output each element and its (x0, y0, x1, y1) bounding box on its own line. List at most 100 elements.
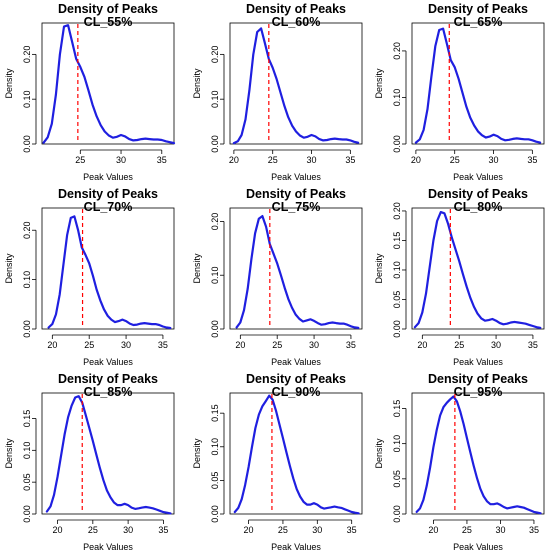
density-curve (42, 24, 176, 145)
panel-subtitle: CL_80% (454, 200, 503, 214)
x-tick-label: 20 (411, 155, 421, 165)
x-tick-label: 30 (121, 340, 131, 350)
x-tick-label: 20 (53, 525, 63, 535)
x-tick-label: 30 (489, 155, 499, 165)
y-tick-label: 0.00 (392, 320, 402, 338)
x-tick-label: 20 (229, 155, 239, 165)
y-axis-label: Density (374, 438, 384, 469)
x-tick-label: 35 (346, 340, 356, 350)
panel-subtitle: CL_65% (454, 15, 503, 29)
x-axis-label: Peak Values (453, 357, 503, 367)
panel-subtitle: CL_60% (272, 15, 321, 29)
plot-frame (41, 22, 175, 145)
y-tick-label: 0.10 (22, 271, 32, 289)
x-tick-label: 20 (428, 525, 438, 535)
y-tick-label: 0.00 (22, 135, 32, 153)
y-tick-label: 0.20 (22, 46, 32, 64)
density-curve (413, 211, 542, 329)
y-tick-label: 0.10 (210, 266, 220, 284)
x-axis-label: Peak Values (83, 542, 133, 552)
y-tick-label: 0.15 (392, 400, 402, 418)
x-tick-label: 25 (75, 155, 85, 165)
x-tick-label: 25 (272, 340, 282, 350)
density-curve (232, 27, 360, 145)
y-tick-label: 0.20 (210, 46, 220, 64)
y-tick-label: 0.00 (210, 320, 220, 338)
y-axis-label: Density (374, 68, 384, 99)
x-tick-label: 25 (88, 525, 98, 535)
y-tick-label: 0.15 (210, 404, 220, 422)
plot-frame (229, 392, 363, 515)
panel-subtitle: CL_70% (84, 200, 133, 214)
y-tick-label: 0.00 (392, 135, 402, 153)
x-tick-label: 20 (417, 340, 427, 350)
y-axis-label: Density (4, 68, 14, 99)
x-tick-label: 35 (345, 155, 355, 165)
y-tick-label: 0.10 (22, 442, 32, 460)
x-tick-label: 25 (278, 525, 288, 535)
y-tick-label: 0.15 (22, 410, 32, 428)
x-tick-label: 35 (347, 525, 357, 535)
y-axis-label: Density (4, 253, 14, 284)
x-tick-label: 25 (462, 525, 472, 535)
y-tick-label: 0.10 (210, 90, 220, 108)
y-axis-label: Density (4, 438, 14, 469)
panel-subtitle: CL_75% (272, 200, 321, 214)
plot-frame (41, 207, 175, 330)
panel-title: Density of Peaks (428, 2, 528, 16)
y-tick-label: 0.10 (210, 438, 220, 456)
density-curve (414, 27, 542, 144)
x-tick-label: 20 (244, 525, 254, 535)
panel-subtitle: CL_95% (454, 385, 503, 399)
x-tick-label: 20 (235, 340, 245, 350)
density-curve (45, 395, 172, 515)
x-tick-label: 25 (84, 340, 94, 350)
y-tick-label: 0.20 (210, 213, 220, 231)
x-tick-label: 35 (158, 525, 168, 535)
y-tick-label: 0.05 (210, 472, 220, 490)
y-tick-label: 0.10 (392, 261, 402, 279)
plot-frame (229, 22, 363, 145)
y-tick-label: 0.20 (392, 42, 402, 60)
panel-subtitle: CL_85% (84, 385, 133, 399)
y-tick-label: 0.15 (392, 232, 402, 250)
x-tick-label: 35 (529, 525, 539, 535)
x-tick-label: 30 (123, 525, 133, 535)
panel-subtitle: CL_90% (272, 385, 321, 399)
y-axis-label: Density (192, 253, 202, 284)
y-axis-label: Density (192, 438, 202, 469)
panel-title: Density of Peaks (428, 372, 528, 386)
x-tick-label: 35 (158, 340, 168, 350)
x-tick-label: 25 (268, 155, 278, 165)
y-tick-label: 0.05 (392, 470, 402, 488)
plot-frame (411, 22, 545, 145)
plot-frame (411, 207, 545, 330)
panel-subtitle: CL_55% (84, 15, 133, 29)
y-axis-label: Density (374, 253, 384, 284)
density-curve (235, 215, 360, 329)
x-tick-label: 25 (454, 340, 464, 350)
x-tick-label: 30 (307, 155, 317, 165)
x-tick-label: 35 (528, 340, 538, 350)
density-curve (47, 215, 172, 330)
x-tick-label: 30 (495, 525, 505, 535)
x-axis-label: Peak Values (83, 172, 133, 182)
y-tick-label: 0.10 (392, 435, 402, 453)
x-axis-label: Peak Values (453, 542, 503, 552)
x-axis-label: Peak Values (453, 172, 503, 182)
y-tick-label: 0.20 (392, 202, 402, 220)
y-tick-label: 0.00 (22, 505, 32, 523)
panel-title: Density of Peaks (58, 2, 158, 16)
y-tick-label: 0.05 (392, 291, 402, 309)
x-tick-label: 20 (47, 340, 57, 350)
x-axis-label: Peak Values (83, 357, 133, 367)
panel-title: Density of Peaks (246, 2, 346, 16)
panel-title: Density of Peaks (246, 372, 346, 386)
